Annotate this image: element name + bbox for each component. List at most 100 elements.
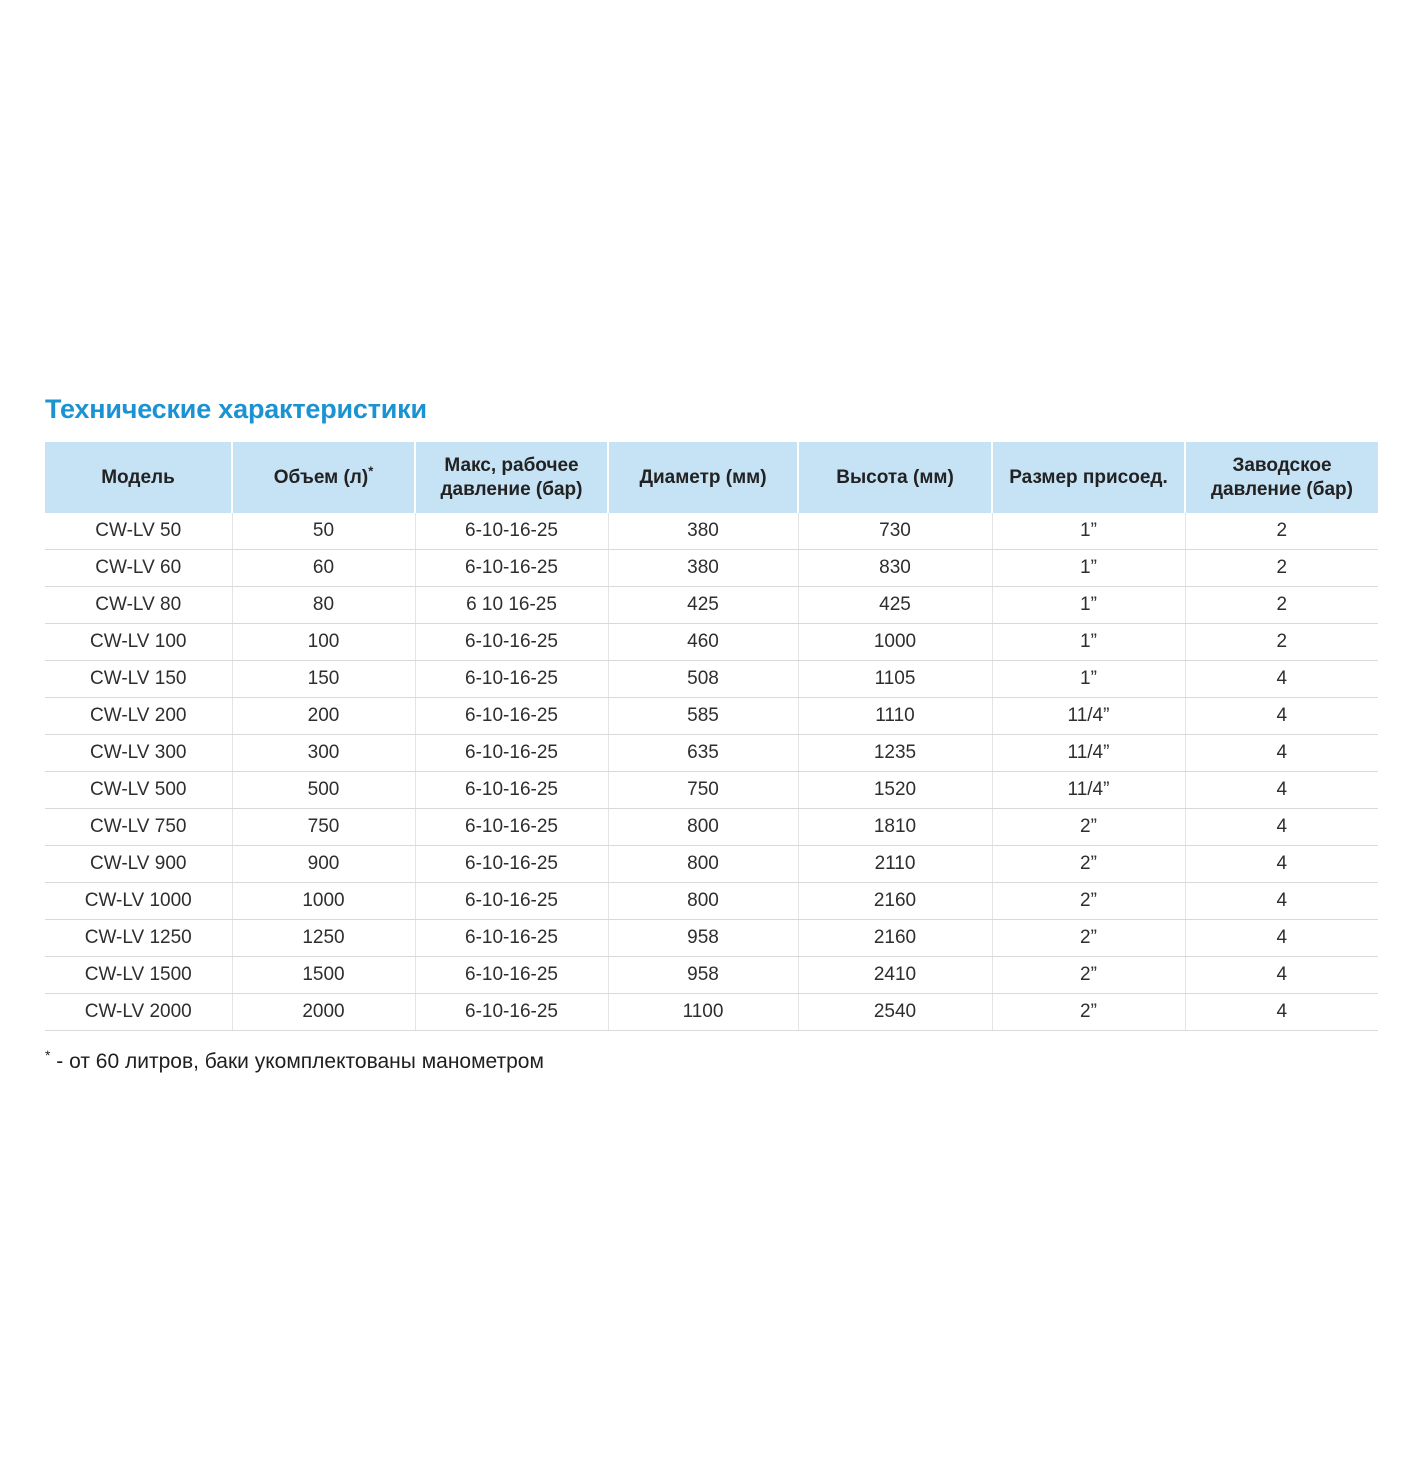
table-cell: CW-LV 300 <box>45 734 232 772</box>
table-cell: CW-LV 150 <box>45 660 232 698</box>
table-cell: 2” <box>991 808 1185 846</box>
table-row: CW-LV 150 150 6-10-16-25 508 1105 1” 4 <box>45 660 1378 698</box>
table-cell: 2” <box>991 919 1185 957</box>
table-cell: CW-LV 200 <box>45 697 232 735</box>
table-cell: 6-10-16-25 <box>414 882 608 920</box>
footnote-text: - от 60 литров, баки укомплектованы мано… <box>50 1050 544 1073</box>
table-row: CW-LV 2000 2000 6-10-16-25 1100 2540 2” 4 <box>45 993 1378 1031</box>
table-cell: 50 <box>231 513 415 550</box>
table-cell: 1” <box>991 660 1185 698</box>
table-row: CW-LV 100 100 6-10-16-25 460 1000 1” 2 <box>45 623 1378 661</box>
header-cell: Диаметр (мм) <box>607 442 798 513</box>
table-cell: 6-10-16-25 <box>414 549 608 587</box>
table-cell: 6-10-16-25 <box>414 623 608 661</box>
table-cell: 1105 <box>797 660 992 698</box>
page-title: Технические характеристики <box>45 394 427 424</box>
table-cell: 4 <box>1184 808 1378 846</box>
header-cell: Модель <box>45 442 232 513</box>
table-cell: 80 <box>231 586 415 624</box>
table-cell: 425 <box>797 586 992 624</box>
table-cell: 635 <box>607 734 798 772</box>
header-cell: Заводское давление (бар) <box>1184 442 1378 513</box>
table-cell: 800 <box>607 845 798 883</box>
footnote: * - от 60 литров, баки укомплектованы ма… <box>45 1047 1378 1074</box>
table-cell: 750 <box>607 771 798 809</box>
table-body: CW-LV 50 50 6-10-16-25 380 730 1” 2 CW-LV 60 60 6… <box>45 513 1378 1031</box>
table-cell: 500 <box>231 771 415 809</box>
table-cell: 1” <box>991 586 1185 624</box>
footnote-asterisk: * <box>45 1047 51 1063</box>
table-cell: 1500 <box>231 956 415 994</box>
table-cell: 4 <box>1184 771 1378 809</box>
table-row: CW-LV 80 80 6 10 16-25 425 425 1” 2 <box>45 586 1378 624</box>
table-cell: 1235 <box>797 734 992 772</box>
table-cell: 830 <box>797 549 992 587</box>
header-cell: Размер присоед. <box>991 442 1185 513</box>
table-cell: 900 <box>231 845 415 883</box>
table-row: CW-LV 300 300 6-10-16-25 635 1235 11/4” 4 <box>45 734 1378 772</box>
table-cell: 4 <box>1184 697 1378 735</box>
table-cell: 11/4” <box>991 771 1185 809</box>
table-cell: 6-10-16-25 <box>414 993 608 1031</box>
header-cell: Высота (мм) <box>797 442 992 513</box>
table-cell: 460 <box>607 623 798 661</box>
table-cell: 300 <box>231 734 415 772</box>
table-cell: 4 <box>1184 734 1378 772</box>
table-cell: 1250 <box>231 919 415 957</box>
table-cell: 2” <box>991 993 1185 1031</box>
table-cell: 2” <box>991 845 1185 883</box>
table-cell: 2540 <box>797 993 992 1031</box>
table-row: CW-LV 500 500 6-10-16-25 750 1520 11/4” 4 <box>45 771 1378 809</box>
table-cell: CW-LV 100 <box>45 623 232 661</box>
table-row: CW-LV 50 50 6-10-16-25 380 730 1” 2 <box>45 513 1378 550</box>
table-cell: 2160 <box>797 882 992 920</box>
table-cell: CW-LV 1250 <box>45 919 232 957</box>
table-cell: 6-10-16-25 <box>414 771 608 809</box>
table-cell: 2160 <box>797 919 992 957</box>
table-cell: 6-10-16-25 <box>414 697 608 735</box>
table-cell: 11/4” <box>991 697 1185 735</box>
table-cell: 1” <box>991 513 1185 550</box>
table-cell: 100 <box>231 623 415 661</box>
header-row: Модель Объем (л)* Макс, рабочее давление (… <box>45 442 1378 513</box>
table-cell: 750 <box>231 808 415 846</box>
table-row: CW-LV 1500 1500 6-10-16-25 958 2410 2” 4 <box>45 956 1378 994</box>
table-cell: 11/4” <box>991 734 1185 772</box>
table-cell: 800 <box>607 808 798 846</box>
table-cell: 380 <box>607 549 798 587</box>
table-cell: 2 <box>1184 513 1378 550</box>
table-cell: 1810 <box>797 808 992 846</box>
specs-table: Модель Объем (л)* Макс, рабочее давление (… <box>45 442 1378 1031</box>
table-cell: 1100 <box>607 993 798 1031</box>
table-cell: 6-10-16-25 <box>414 919 608 957</box>
table-cell: 6 10 16-25 <box>414 586 608 624</box>
table-cell: 1000 <box>797 623 992 661</box>
table-cell: CW-LV 750 <box>45 808 232 846</box>
table-cell: 6-10-16-25 <box>414 808 608 846</box>
table-cell: 958 <box>607 956 798 994</box>
table-cell: 6-10-16-25 <box>414 734 608 772</box>
table-cell: 2 <box>1184 549 1378 587</box>
table-cell: 1” <box>991 623 1185 661</box>
table-cell: 2000 <box>231 993 415 1031</box>
table-cell: 4 <box>1184 882 1378 920</box>
table-row: CW-LV 1250 1250 6-10-16-25 958 2160 2” 4 <box>45 919 1378 957</box>
table-cell: 508 <box>607 660 798 698</box>
table-cell: 2” <box>991 956 1185 994</box>
table-cell: CW-LV 80 <box>45 586 232 624</box>
table-cell: 60 <box>231 549 415 587</box>
table-cell: CW-LV 60 <box>45 549 232 587</box>
table-row: CW-LV 1000 1000 6-10-16-25 800 2160 2” 4 <box>45 882 1378 920</box>
table-cell: 1520 <box>797 771 992 809</box>
header-cell: Макс, рабочее давление (бар) <box>414 442 608 513</box>
table-cell: 425 <box>607 586 798 624</box>
table-cell: 800 <box>607 882 798 920</box>
table-cell: 200 <box>231 697 415 735</box>
table-cell: 6-10-16-25 <box>414 660 608 698</box>
header-cell: Объем (л)* <box>231 442 415 513</box>
table-cell: CW-LV 900 <box>45 845 232 883</box>
table-cell: CW-LV 1500 <box>45 956 232 994</box>
table-row: CW-LV 900 900 6-10-16-25 800 2110 2” 4 <box>45 845 1378 883</box>
table-cell: CW-LV 500 <box>45 771 232 809</box>
